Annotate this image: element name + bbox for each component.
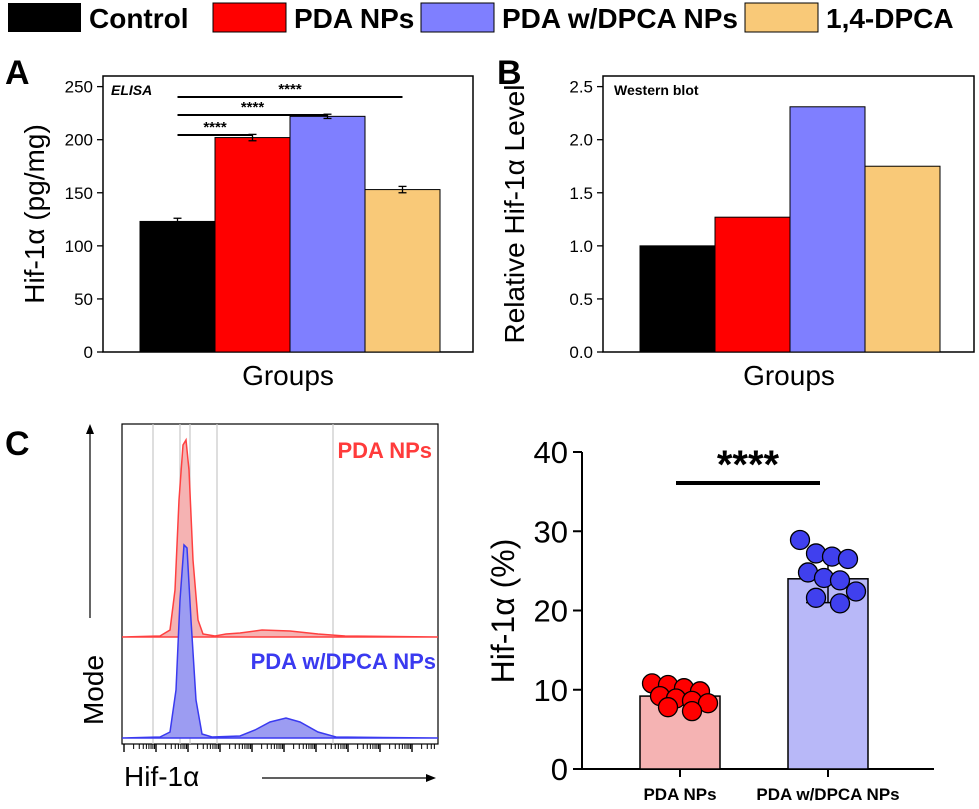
legend-swatch-dpca-nps <box>420 2 495 33</box>
significance-label: **** <box>278 81 302 98</box>
chart-a: ELISA Groups Hif-1α (pg/mg) 0 50 100 150 200… <box>19 75 474 391</box>
y-tick-label: 2.5 <box>569 78 593 97</box>
legend-swatch-control <box>8 3 81 32</box>
data-point <box>805 587 827 608</box>
y-tick-label: 1.0 <box>569 237 593 256</box>
chart-c-y-label: Hif-1α (%) <box>485 539 521 684</box>
chart-a-x-label: Groups <box>242 360 334 391</box>
bar-pda-w-dpca-nps <box>789 106 866 353</box>
data-point <box>829 593 851 614</box>
chart-b-x-label: Groups <box>743 360 835 391</box>
y-tick-label: 150 <box>65 184 93 203</box>
bar-dpca <box>864 165 941 353</box>
data-point <box>789 529 811 551</box>
bar-control <box>639 245 716 353</box>
bar-pda-w-dpca-nps <box>787 578 869 770</box>
legend: Control PDA NPs PDA w/DPCA NPs 1,4-DPCA <box>8 2 954 34</box>
chart-b-inset-label: Western blot <box>614 82 699 98</box>
y-tick-label: 1.5 <box>569 184 593 203</box>
y-tick-label: 250 <box>65 78 93 97</box>
bar-pda-nps <box>214 137 291 353</box>
y-tick-label: 200 <box>65 131 93 150</box>
data-point <box>681 700 703 722</box>
panel-label-b: B <box>497 54 522 92</box>
y-tick-label: 100 <box>65 237 93 256</box>
x-tick-label: PDA w/DPCA NPs <box>756 785 899 804</box>
bar-pda-w-dpca-nps <box>289 115 366 353</box>
y-tick-label: 10 <box>534 673 568 708</box>
y-tick-label: 20 <box>534 594 568 629</box>
significance-label: **** <box>241 99 265 116</box>
y-tick-label: 50 <box>74 290 93 309</box>
data-point <box>697 693 719 714</box>
data-point <box>657 697 679 718</box>
significance-label: **** <box>203 119 227 136</box>
legend-label-control: Control <box>89 3 189 34</box>
data-point <box>845 581 867 602</box>
legend-label-dpca: 1,4-DPCA <box>826 3 954 34</box>
chart-a-y-label: Hif-1α (pg/mg) <box>19 124 50 304</box>
chart-c-bars: Hif-1α (%) 0 10 20 30 40 PDA NPs PDA w/DPCA NP… <box>485 435 934 804</box>
data-point <box>829 570 851 591</box>
y-tick-label: 2.0 <box>569 131 593 150</box>
histogram-pda-nps-area <box>121 437 439 638</box>
y-axis-arrow-head <box>86 424 94 434</box>
chart-b-y-label-text: Relative Hif-1α Level <box>499 85 530 344</box>
x-axis-log-ticks <box>123 744 435 752</box>
significance-label: **** <box>717 443 780 487</box>
histogram-x-label: Hif-1α <box>124 761 199 792</box>
y-tick-label: 0 <box>84 343 93 362</box>
bar-control <box>139 220 216 353</box>
x-tick-label: PDA NPs <box>643 785 716 804</box>
legend-swatch-pda <box>212 2 287 33</box>
legend-label-pda: PDA NPs <box>294 3 414 34</box>
x-axis-arrow-head <box>426 774 436 782</box>
y-tick-label: 30 <box>534 514 568 549</box>
panel-label-c: C <box>5 425 30 463</box>
bar-pda-nps <box>714 216 791 353</box>
data-point <box>837 548 859 570</box>
y-tick-label: 0.0 <box>569 343 593 362</box>
y-tick-label: 0 <box>551 752 568 787</box>
histogram-y-label: Mode <box>78 655 109 725</box>
chart-b-y-label: Relative Hif-1α Level <box>499 85 530 344</box>
bar-dpca <box>364 189 441 353</box>
y-tick-label: 0.5 <box>569 290 593 309</box>
flow-histogram: PDA NPs PDA w/DPCA NPs Mode Hif-1α <box>78 423 439 792</box>
histogram-series-label-pda-w-dpca-nps: PDA w/DPCA NPs <box>251 649 436 674</box>
histogram-series-label-pda-nps: PDA NPs <box>337 438 432 463</box>
chart-a-inset-label: ELISA <box>111 82 152 98</box>
histogram-pda-w-dpca-nps-area <box>121 543 439 739</box>
panel-label-a: A <box>5 54 30 92</box>
y-tick-label: 40 <box>534 435 568 470</box>
legend-swatch-dpca <box>744 2 819 33</box>
chart-b: Western blot Groups Relative Hif-1α Leve… <box>499 75 975 391</box>
histogram-frame <box>121 423 439 745</box>
legend-label-dpca-nps: PDA w/DPCA NPs <box>502 3 738 34</box>
